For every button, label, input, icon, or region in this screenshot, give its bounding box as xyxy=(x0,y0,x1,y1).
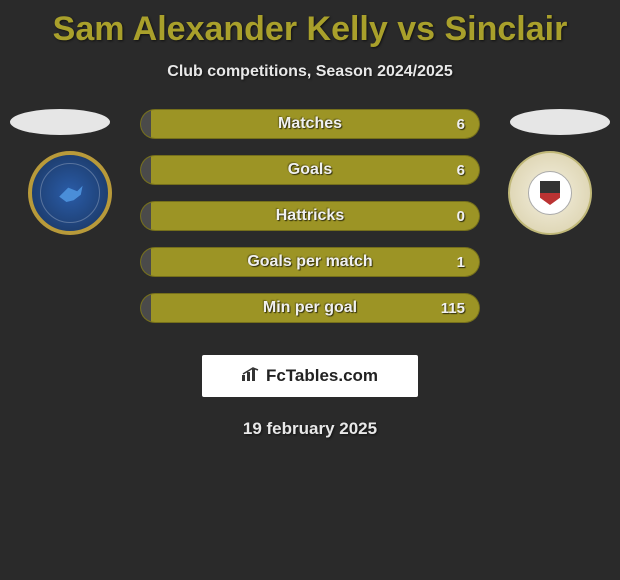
stat-value-right: 6 xyxy=(457,116,465,133)
stat-value-right: 0 xyxy=(457,208,465,225)
chart-icon xyxy=(242,367,260,386)
badge-inner xyxy=(528,171,572,215)
subtitle: Club competitions, Season 2024/2025 xyxy=(0,63,620,81)
watermark-text: FcTables.com xyxy=(266,366,378,386)
stat-row: Goals per match 1 xyxy=(140,247,480,277)
stat-fill-left xyxy=(141,202,151,230)
player-oval-left xyxy=(10,109,110,135)
stat-row: Min per goal 115 xyxy=(140,293,480,323)
club-badge-left xyxy=(28,151,112,235)
stat-value-right: 6 xyxy=(457,162,465,179)
stat-label: Goals xyxy=(288,161,332,179)
club-badge-right xyxy=(508,151,592,235)
stats-list: Matches 6 Goals 6 Hattricks 0 Goals per match 1… xyxy=(140,109,480,323)
date-text: 19 february 2025 xyxy=(0,419,620,439)
comparison-area: Matches 6 Goals 6 Hattricks 0 Goals per match 1… xyxy=(0,109,620,323)
stat-value-right: 115 xyxy=(441,300,465,317)
stat-fill-left xyxy=(141,248,151,276)
bird-icon xyxy=(52,175,88,211)
stat-fill-left xyxy=(141,156,151,184)
page-title: Sam Alexander Kelly vs Sinclair xyxy=(0,0,620,49)
shield-icon xyxy=(540,181,560,205)
stat-fill-left xyxy=(141,294,151,322)
stat-row: Hattricks 0 xyxy=(140,201,480,231)
player-oval-right xyxy=(510,109,610,135)
stat-label: Hattricks xyxy=(276,207,344,225)
stat-value-right: 1 xyxy=(457,254,465,271)
stat-label: Min per goal xyxy=(263,299,357,317)
watermark[interactable]: FcTables.com xyxy=(202,355,418,397)
stat-fill-left xyxy=(141,110,151,138)
stat-label: Matches xyxy=(278,115,342,133)
stat-row: Matches 6 xyxy=(140,109,480,139)
stat-label: Goals per match xyxy=(247,253,372,271)
stat-row: Goals 6 xyxy=(140,155,480,185)
